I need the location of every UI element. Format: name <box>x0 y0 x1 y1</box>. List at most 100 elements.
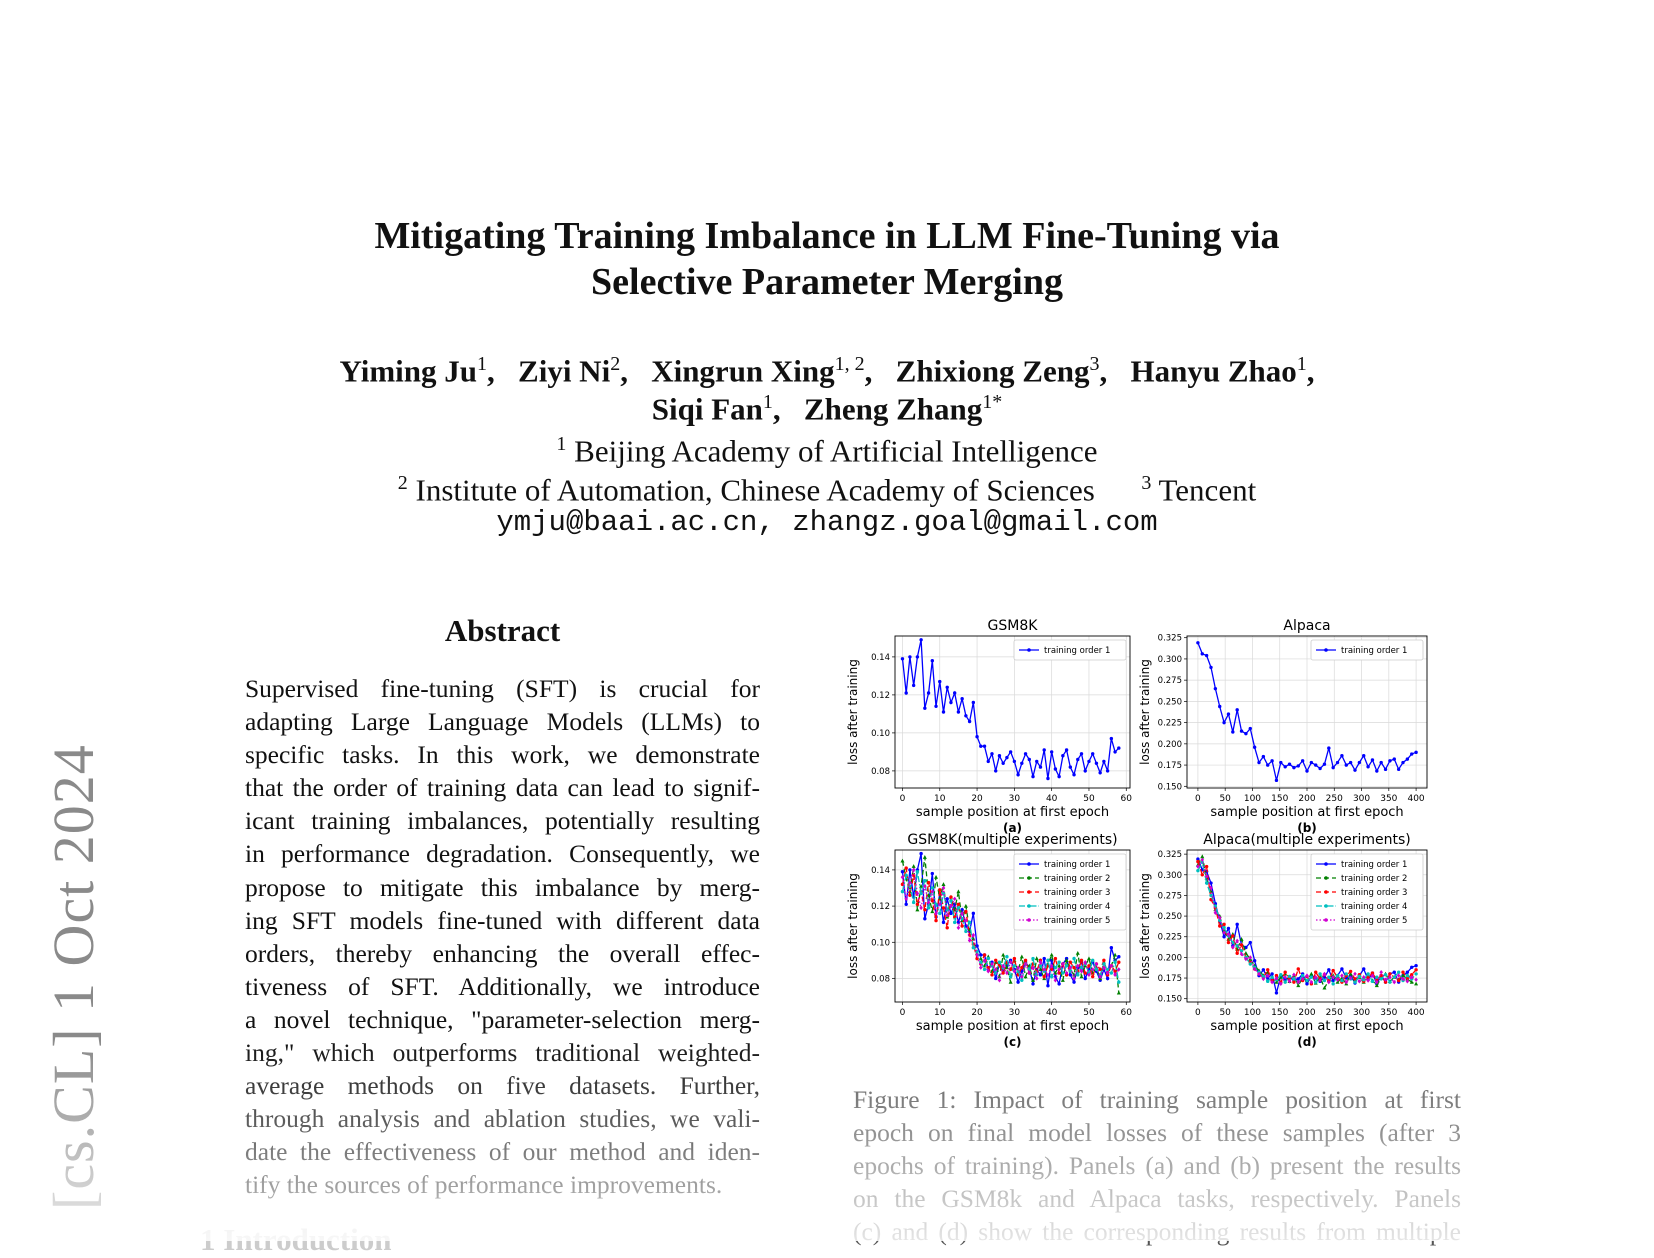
data-point <box>1090 974 1095 979</box>
data-point <box>1244 956 1248 962</box>
data-point <box>1001 761 1005 765</box>
data-point <box>1405 976 1410 980</box>
legend-marker <box>1324 890 1328 894</box>
data-point <box>1266 979 1270 984</box>
data-point <box>919 891 923 896</box>
affiliation-2-3: 2 Institute of Automation, Chinese Acade… <box>0 464 1654 509</box>
x-tick-label: 150 <box>1271 794 1288 804</box>
data-point <box>915 902 920 906</box>
data-point <box>1235 938 1239 944</box>
data-point <box>941 710 946 714</box>
data-point <box>1060 978 1065 982</box>
data-point <box>1079 958 1084 963</box>
legend-marker <box>1324 904 1328 908</box>
data-point <box>1248 940 1252 945</box>
data-point <box>1109 971 1114 975</box>
data-point <box>1300 976 1305 982</box>
data-point <box>994 958 998 963</box>
data-point <box>1287 762 1292 766</box>
data-point <box>1401 976 1405 982</box>
data-point <box>1383 977 1388 982</box>
data-point <box>1008 979 1013 984</box>
data-point <box>1370 979 1375 984</box>
data-point <box>1318 978 1322 983</box>
data-point <box>1016 965 1020 970</box>
data-point <box>1038 973 1043 977</box>
data-point <box>1274 991 1279 995</box>
x-tick-label: 0 <box>900 794 906 804</box>
data-point <box>990 752 994 756</box>
data-point <box>1348 969 1353 974</box>
legend-label: training order 2 <box>1044 874 1110 884</box>
data-point <box>938 911 942 916</box>
y-tick-label: 0.12 <box>871 902 890 912</box>
x-tick-label: 300 <box>1353 794 1370 804</box>
data-point <box>956 925 961 931</box>
data-point <box>1401 970 1405 974</box>
x-tick-label: 150 <box>1271 1008 1288 1018</box>
data-point <box>1405 970 1410 974</box>
data-point <box>1340 754 1344 758</box>
data-point <box>1335 977 1340 982</box>
data-point <box>1117 746 1121 750</box>
data-point <box>1296 967 1300 971</box>
x-tick-label: 400 <box>1407 794 1424 804</box>
data-point <box>1222 930 1226 935</box>
data-point <box>1261 974 1266 979</box>
figure-1: 0 10 20 30 40 50 60 0.08 0.10 0.12 0.14 GSM8K sample… <box>846 618 1428 1049</box>
y-tick-label: 0.275 <box>1158 891 1182 901</box>
plot-frame <box>894 849 1131 1003</box>
data-point <box>1027 970 1032 976</box>
data-point <box>900 657 905 661</box>
data-point <box>1279 973 1283 977</box>
data-point <box>1075 963 1080 969</box>
data-point <box>960 697 964 701</box>
y-tick-label: 0.325 <box>1158 634 1182 644</box>
data-point <box>904 896 908 902</box>
data-point <box>1370 971 1375 975</box>
data-point <box>1016 980 1020 984</box>
x-axis-label: sample position at first epoch <box>916 1019 1109 1034</box>
x-tick-label: 0 <box>900 1008 906 1018</box>
data-point <box>1313 975 1318 980</box>
data-point <box>971 946 976 950</box>
author-name: Hanyu Zhao <box>1130 353 1297 389</box>
data-point <box>1087 759 1091 764</box>
data-point <box>967 938 972 943</box>
x-tick-label: 30 <box>1009 1008 1021 1018</box>
legend-label: training order 5 <box>1044 916 1110 926</box>
data-point <box>1079 974 1084 979</box>
data-point <box>1117 955 1121 959</box>
legend-marker <box>1324 648 1328 652</box>
data-point <box>919 883 924 888</box>
data-point <box>1388 972 1392 976</box>
x-tick-label: 20 <box>971 794 983 804</box>
data-point <box>1357 974 1362 979</box>
abstract-heading: Abstract <box>444 613 561 648</box>
data-point <box>964 714 968 718</box>
data-point <box>1218 924 1222 928</box>
data-point <box>1322 978 1327 983</box>
data-point <box>952 896 957 902</box>
data-point <box>923 917 927 921</box>
data-point <box>1353 971 1357 977</box>
abstract-line: that the order of training data can lead… <box>245 773 760 803</box>
data-point <box>1218 704 1222 709</box>
data-point <box>1370 758 1375 762</box>
data-point <box>1235 944 1239 948</box>
data-point <box>915 891 920 896</box>
data-point <box>997 754 1002 758</box>
data-point <box>1266 763 1270 767</box>
data-point <box>1008 967 1013 972</box>
data-point <box>941 920 946 925</box>
x-tick-label: 200 <box>1298 1008 1315 1018</box>
x-tick-label: 60 <box>1121 1008 1133 1018</box>
data-point <box>1031 956 1035 961</box>
data-point <box>1318 766 1322 771</box>
affiliation-number: 3 <box>1141 472 1152 494</box>
affiliation-text: Institute of Automation, Chinese Academy… <box>415 472 1095 508</box>
abstract-line: tiveness of SFT. Additionally, we introd… <box>245 971 760 1001</box>
data-point <box>1235 951 1239 955</box>
data-point <box>930 871 935 876</box>
data-point <box>945 897 949 901</box>
